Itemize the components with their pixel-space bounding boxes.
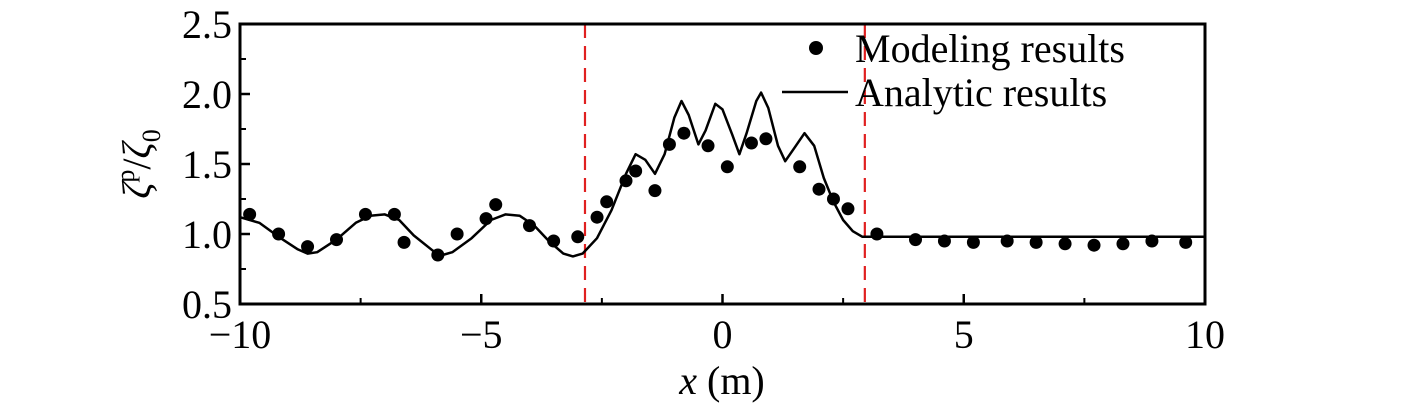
legend: Modeling results Analytic results [782,26,1125,115]
y-tick-label-4: 2.5 [182,2,232,47]
modeling-point-37 [1116,237,1130,251]
modeling-point-35 [1058,237,1072,251]
axes: −10 −5 0 5 10 0.5 1.0 1.5 2.0 2.5 [182,2,1225,357]
modeling-point-29 [870,227,884,241]
modeling-point-25 [793,160,807,174]
modeling-point-21 [701,139,715,153]
modeling-point-15 [600,195,614,209]
y-label-zeta0: ζ [114,139,159,158]
modeling-point-7 [431,248,445,262]
y-label-zeta: ζ [114,180,159,199]
modeling-point-33 [1000,234,1014,248]
y-label-sup: p [111,170,140,183]
x-axis-label: x (m) [678,358,765,403]
legend-label-analytic: Analytic results [855,70,1107,115]
modeling-point-0 [243,207,257,221]
modeling-point-26 [812,182,826,196]
modeling-point-1 [272,227,286,241]
modeling-point-19 [662,137,676,151]
modeling-point-39 [1179,235,1193,249]
modeling-point-13 [571,230,585,244]
x-tick-label-4: 10 [1185,312,1225,357]
x-tick-label-2: 0 [713,312,733,357]
y-tick-label-1: 1.0 [182,212,232,257]
modeling-point-34 [1029,235,1043,249]
modeling-point-23 [744,136,758,150]
modeling-point-32 [966,235,980,249]
modeling-point-6 [397,235,411,249]
modeling-point-11 [523,219,536,233]
modeling-point-2 [301,240,315,254]
plot-area [239,24,1205,304]
modeling-point-17 [629,164,643,178]
legend-label-modeling: Modeling results [855,26,1125,71]
y-tick-label-0: 0.5 [182,282,232,327]
modeling-point-12 [547,234,561,248]
modeling-point-8 [450,227,464,241]
y-axis-label: ζp/ζ0 [111,129,166,199]
x-axis-unit: (m) [697,358,765,403]
modeling-point-36 [1087,238,1101,252]
modeling-point-5 [387,207,401,221]
modeling-point-30 [909,233,922,247]
svg-text:ζp/ζ0: ζp/ζ0 [111,129,166,199]
x-tick-label-0: −10 [209,312,272,357]
x-axis-var: x [678,358,697,403]
y-label-sub: 0 [137,129,166,142]
modeling-point-16 [619,174,633,188]
y-tick-label-2: 1.5 [182,142,232,187]
modeling-point-20 [677,126,691,140]
modeling-point-31 [937,234,951,248]
modeling-point-10 [489,198,503,212]
x-tick-label-1: −5 [460,312,503,357]
modeling-point-18 [648,184,662,198]
analytic-results-line [239,91,1205,258]
x-tick-label-3: 5 [954,312,974,357]
y-label-slash: / [114,158,159,170]
modeling-point-27 [826,192,840,206]
modeling-point-9 [479,212,493,226]
modeling-point-3 [330,233,343,247]
legend-marker-modeling [809,41,823,55]
modeling-point-38 [1145,234,1159,248]
modeling-point-24 [759,132,773,146]
y-tick-label-3: 2.0 [182,72,232,117]
modeling-point-28 [841,202,855,216]
modeling-point-4 [358,207,372,221]
modeling-point-14 [590,210,604,224]
modeling-point-22 [720,160,734,174]
